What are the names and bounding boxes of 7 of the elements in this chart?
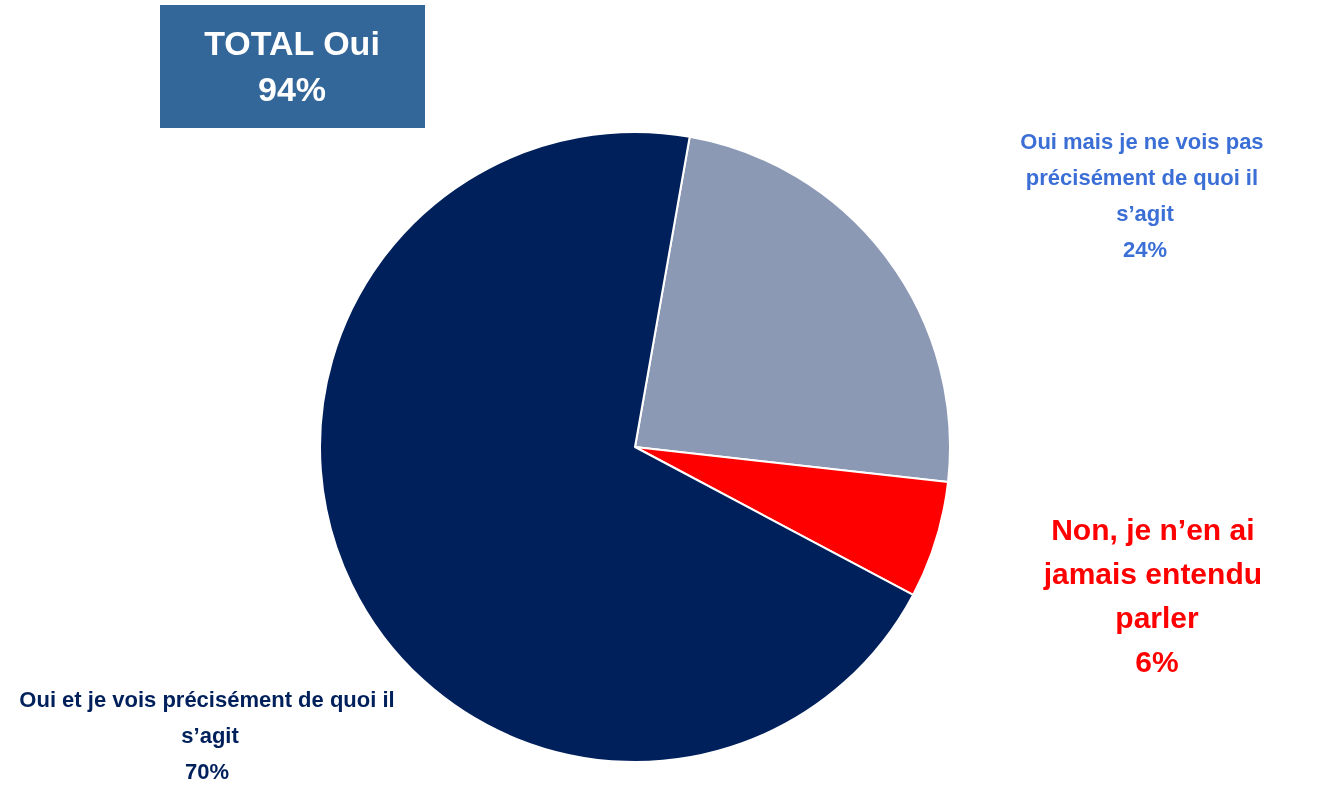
slice-label: Oui mais je ne vois pas précisément de quoi il s’agit <box>1020 128 1270 226</box>
data-label: 24% <box>1122 236 1168 262</box>
text: TOTAL Oui 94% <box>204 24 380 108</box>
slice-label: Oui et je vois précisément de quoi il s’agit <box>19 686 395 748</box>
data-label: 6% <box>1135 644 1179 678</box>
slice-label: Non, je n’en ai jamais entendu parler <box>1042 512 1271 634</box>
data-label: 70% <box>184 758 230 784</box>
